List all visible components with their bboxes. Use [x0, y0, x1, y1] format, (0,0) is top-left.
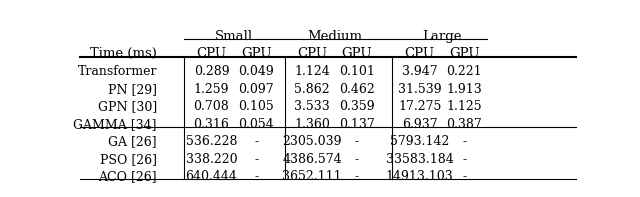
Text: 1.125: 1.125: [447, 100, 482, 113]
Text: 1.913: 1.913: [447, 83, 483, 96]
Text: 6.937: 6.937: [402, 118, 438, 131]
Text: -: -: [254, 135, 258, 148]
Text: CPU: CPU: [404, 47, 435, 60]
Text: -: -: [355, 135, 359, 148]
Text: 0.097: 0.097: [238, 83, 274, 96]
Text: 536.228: 536.228: [186, 135, 237, 148]
Text: PSO [26]: PSO [26]: [100, 153, 157, 166]
Text: ACO [26]: ACO [26]: [99, 170, 157, 183]
Text: 0.101: 0.101: [339, 65, 374, 78]
Text: GPU: GPU: [342, 47, 372, 60]
Text: 0.708: 0.708: [193, 100, 229, 113]
Text: CPU: CPU: [196, 47, 227, 60]
Text: 0.289: 0.289: [194, 65, 229, 78]
Text: 1.360: 1.360: [294, 118, 330, 131]
Text: 5.862: 5.862: [294, 83, 330, 96]
Text: 640.444: 640.444: [186, 170, 237, 183]
Text: 0.316: 0.316: [193, 118, 229, 131]
Text: 17.275: 17.275: [398, 100, 442, 113]
Text: 338.220: 338.220: [186, 153, 237, 166]
Text: 33583.184: 33583.184: [386, 153, 454, 166]
Text: GA [26]: GA [26]: [108, 135, 157, 148]
Text: CPU: CPU: [297, 47, 327, 60]
Text: -: -: [355, 153, 359, 166]
Text: Large: Large: [422, 30, 462, 43]
Text: 0.105: 0.105: [238, 100, 274, 113]
Text: Medium: Medium: [307, 30, 362, 43]
Text: -: -: [254, 153, 258, 166]
Text: 5793.142: 5793.142: [390, 135, 449, 148]
Text: 31.539: 31.539: [398, 83, 442, 96]
Text: 0.054: 0.054: [238, 118, 274, 131]
Text: 14913.103: 14913.103: [386, 170, 454, 183]
Text: GPU: GPU: [449, 47, 480, 60]
Text: Transformer: Transformer: [77, 65, 157, 78]
Text: -: -: [254, 170, 258, 183]
Text: -: -: [355, 170, 359, 183]
Text: 1.124: 1.124: [294, 65, 330, 78]
Text: -: -: [462, 170, 467, 183]
Text: 4386.574: 4386.574: [282, 153, 342, 166]
Text: GPN [30]: GPN [30]: [98, 100, 157, 113]
Text: 0.137: 0.137: [339, 118, 374, 131]
Text: 0.462: 0.462: [339, 83, 374, 96]
Text: 0.221: 0.221: [447, 65, 482, 78]
Text: -: -: [462, 135, 467, 148]
Text: -: -: [462, 153, 467, 166]
Text: 2305.039: 2305.039: [282, 135, 342, 148]
Text: Time (ms): Time (ms): [90, 47, 157, 60]
Text: 3.947: 3.947: [402, 65, 438, 78]
Text: 3652.111: 3652.111: [282, 170, 342, 183]
Text: PN [29]: PN [29]: [108, 83, 157, 96]
Text: GAMMA [34]: GAMMA [34]: [74, 118, 157, 131]
Text: GPU: GPU: [241, 47, 271, 60]
Text: Small: Small: [214, 30, 253, 43]
Text: 0.387: 0.387: [447, 118, 483, 131]
Text: 0.049: 0.049: [238, 65, 274, 78]
Text: 3.533: 3.533: [294, 100, 330, 113]
Text: 1.259: 1.259: [194, 83, 229, 96]
Text: 0.359: 0.359: [339, 100, 374, 113]
